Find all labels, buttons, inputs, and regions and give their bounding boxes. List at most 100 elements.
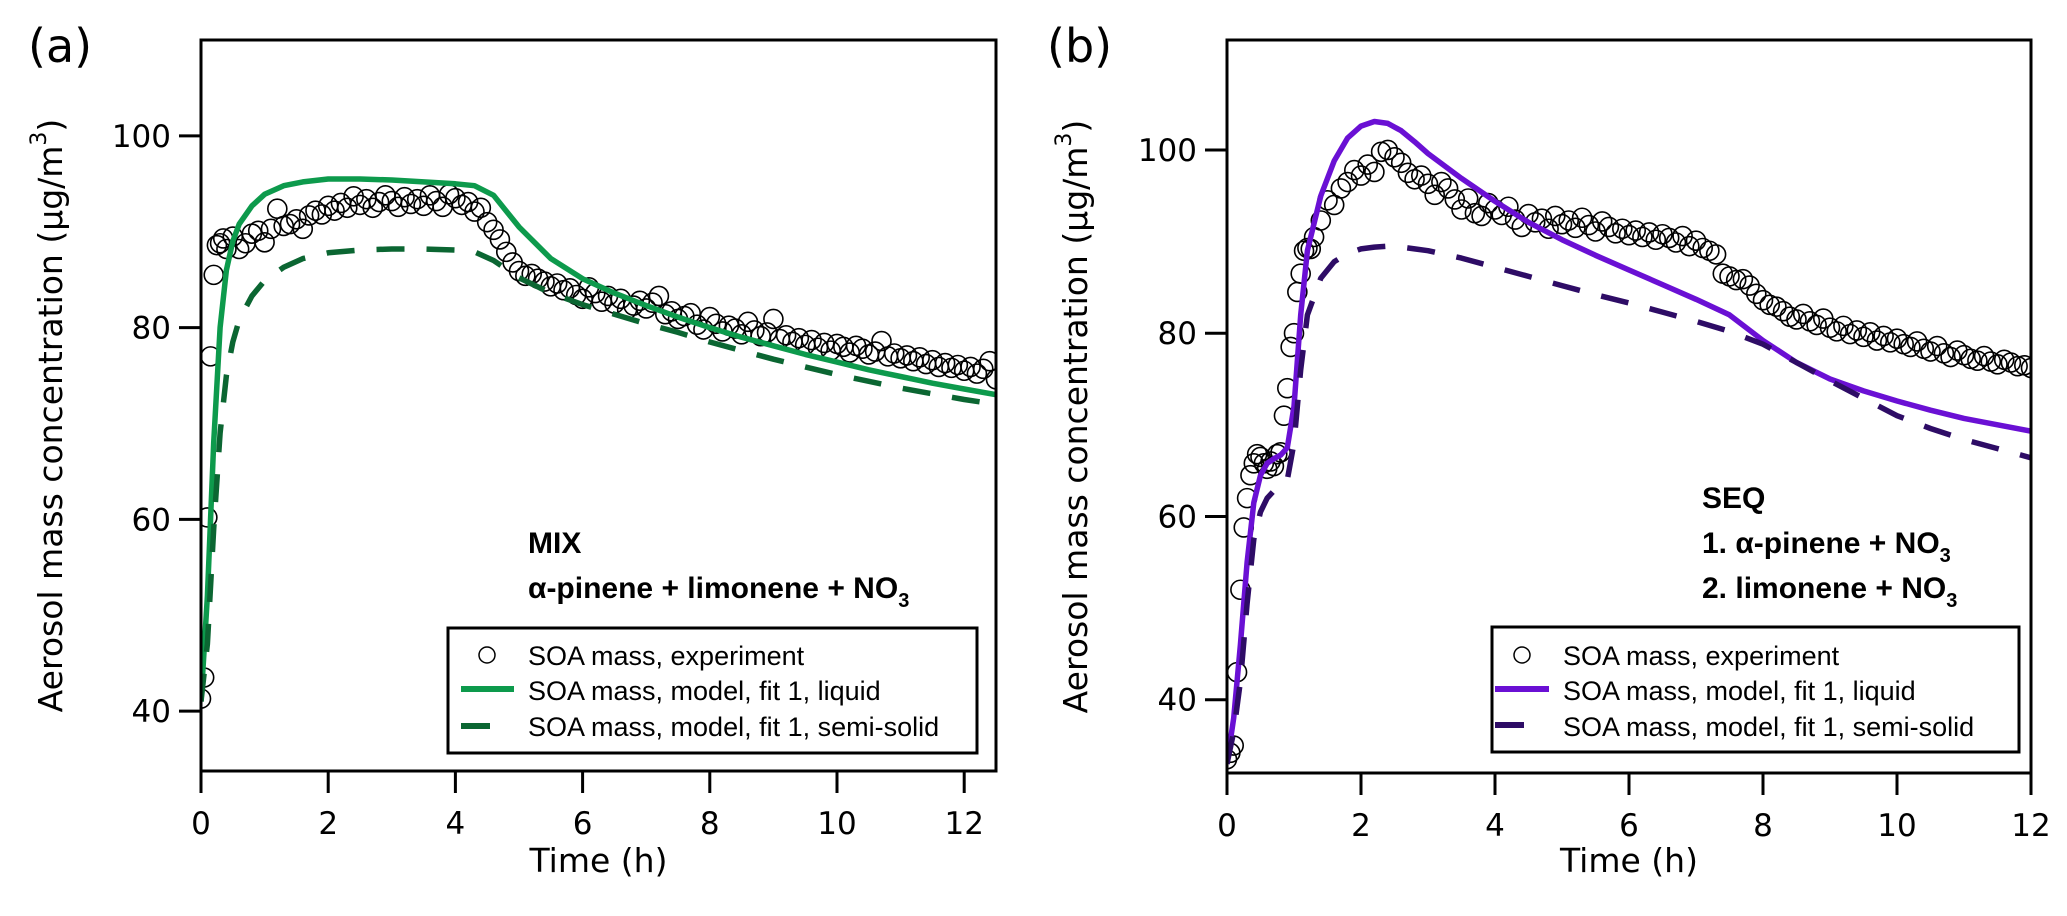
- data-point-experiment: [1632, 226, 1653, 248]
- data-point-experiment: [1739, 275, 1760, 296]
- y-tick-label: 60: [1158, 499, 1197, 535]
- data-point-experiment: [1417, 173, 1439, 195]
- data-point-experiment: [1384, 146, 1405, 168]
- data-point-experiment: [317, 195, 339, 217]
- y-tick-label: 40: [132, 694, 171, 730]
- data-point-experiment: [1873, 325, 1894, 347]
- data-point-experiment: [864, 341, 886, 362]
- data-point-experiment: [508, 260, 530, 282]
- data-point-experiment: [1859, 321, 1881, 343]
- data-point-experiment: [1471, 205, 1492, 227]
- series-line-semisolid: [1227, 243, 2031, 765]
- data-point-experiment: [1853, 326, 1874, 348]
- data-point-experiment: [1266, 443, 1288, 465]
- legend-a: SOA mass, experiment SOA mass, model, fi…: [446, 626, 979, 755]
- data-point-experiment: [1243, 453, 1265, 474]
- data-point-experiment: [1645, 229, 1667, 251]
- data-point-experiment: [394, 186, 415, 208]
- data-point-experiment: [1551, 213, 1573, 235]
- data-point-experiment: [201, 688, 212, 709]
- data-point-experiment: [972, 358, 994, 380]
- data-point-experiment: [1725, 269, 1747, 291]
- legend-b: SOA mass, experiment SOA mass, model, fi…: [1490, 625, 2021, 754]
- data-point-experiment: [1397, 162, 1419, 184]
- data-point-experiment: [1826, 321, 1847, 342]
- ticks-a: 0 2 4 6 8 10 12 40 60 80 100: [112, 119, 984, 842]
- data-point-experiment: [247, 220, 269, 242]
- annotation-line1: MIX: [528, 527, 581, 560]
- x-tick-label: 0: [191, 806, 211, 842]
- data-point-experiment: [1658, 227, 1680, 249]
- data-point-experiment: [966, 363, 988, 384]
- data-point-experiment: [1377, 139, 1399, 161]
- data-point-experiment: [1766, 296, 1787, 317]
- data-point-experiment: [1457, 188, 1479, 209]
- data-point-experiment: [1732, 268, 1754, 290]
- y-tick-label: 80: [132, 311, 171, 347]
- data-point-experiment: [324, 200, 345, 221]
- x-axis-title-a: Time (h): [529, 841, 668, 880]
- ticks-b: 0 2 4 6 8 10 12 40 60 80 100: [1138, 133, 2051, 844]
- data-point-experiment: [1940, 346, 1961, 368]
- x-tick-label: 8: [700, 806, 720, 842]
- data-point-experiment: [788, 327, 810, 349]
- data-point-experiment: [1665, 232, 1687, 253]
- x-tick-label: 12: [2011, 808, 2050, 844]
- legend-label-semisolid: SOA mass, model, fit 1, semi-solid: [528, 712, 939, 742]
- data-point-experiment: [813, 332, 835, 354]
- y-tick-label: 80: [1158, 316, 1197, 352]
- data-point-experiment: [1585, 221, 1606, 242]
- data-point-experiment: [1444, 189, 1466, 210]
- data-point-experiment: [871, 330, 892, 352]
- y-tick-label: 40: [1158, 683, 1197, 719]
- data-point-experiment: [801, 329, 822, 351]
- data-point-experiment: [1424, 184, 1445, 206]
- data-point-experiment: [1920, 341, 1941, 362]
- y-axis-title-main: Aerosol mass concentration (µg/m: [1056, 147, 1095, 714]
- annotation-b: SEQ 1. α-pinene + NO3 2. limonene + NO3: [1702, 482, 1957, 612]
- data-point-experiment: [1973, 345, 1995, 367]
- data-point-experiment: [1437, 178, 1459, 199]
- x-tick-label: 8: [1753, 808, 1773, 844]
- data-point-experiment: [311, 204, 333, 225]
- annotation-line3-text: 2. limonene + NO: [1702, 572, 1946, 605]
- x-tick-label: 4: [446, 806, 466, 842]
- data-point-experiment: [1545, 205, 1566, 227]
- annotation-line2-sub: 3: [898, 590, 909, 612]
- legend-label-experiment: SOA mass, experiment: [1563, 641, 1840, 671]
- data-point-experiment: [1612, 218, 1633, 240]
- data-point-experiment: [432, 196, 453, 218]
- x-tick-label: 10: [817, 806, 856, 842]
- data-point-experiment: [1290, 263, 1311, 284]
- data-point-experiment: [1598, 216, 1620, 238]
- data-point-experiment: [206, 234, 228, 256]
- data-point-experiment: [1625, 220, 1646, 241]
- data-point-experiment: [1390, 152, 1412, 174]
- legend-label-semisolid: SOA mass, model, fit 1, semi-solid: [1563, 712, 1974, 742]
- annotation-a: MIX α-pinene + limonene + NO3: [528, 527, 909, 612]
- data-point-experiment: [362, 197, 384, 219]
- data-point-experiment: [1839, 323, 1861, 345]
- data-point-experiment: [400, 193, 422, 215]
- data-point-experiment: [883, 343, 905, 364]
- data-point-experiment: [349, 194, 371, 216]
- x-tick-label: 2: [318, 806, 338, 842]
- panel-a: (a) 0 2 4 6 8 10 12 40 60 80 100 Time (h) Aerosol …: [27, 19, 998, 880]
- data-point-experiment: [1638, 222, 1660, 243]
- data-point-experiment: [1900, 336, 1921, 358]
- data-point-experiment: [476, 211, 498, 233]
- data-point-experiment: [279, 213, 301, 235]
- data-point-experiment: [254, 231, 275, 253]
- y-tick-label: 60: [132, 502, 171, 538]
- data-point-experiment: [1987, 354, 2008, 375]
- y-axis-title-b: Aerosol mass concentration (µg/m3): [1052, 120, 1095, 714]
- data-point-experiment: [489, 229, 511, 250]
- data-point-experiment: [960, 356, 981, 378]
- data-point-experiment: [896, 345, 918, 366]
- data-point-experiment: [368, 191, 390, 213]
- data-point-experiment: [1618, 224, 1640, 246]
- data-point-experiment: [2007, 355, 2028, 377]
- data-point-experiment: [775, 324, 797, 346]
- data-point-experiment: [298, 205, 320, 226]
- panel-label-b: (b): [1047, 19, 1112, 73]
